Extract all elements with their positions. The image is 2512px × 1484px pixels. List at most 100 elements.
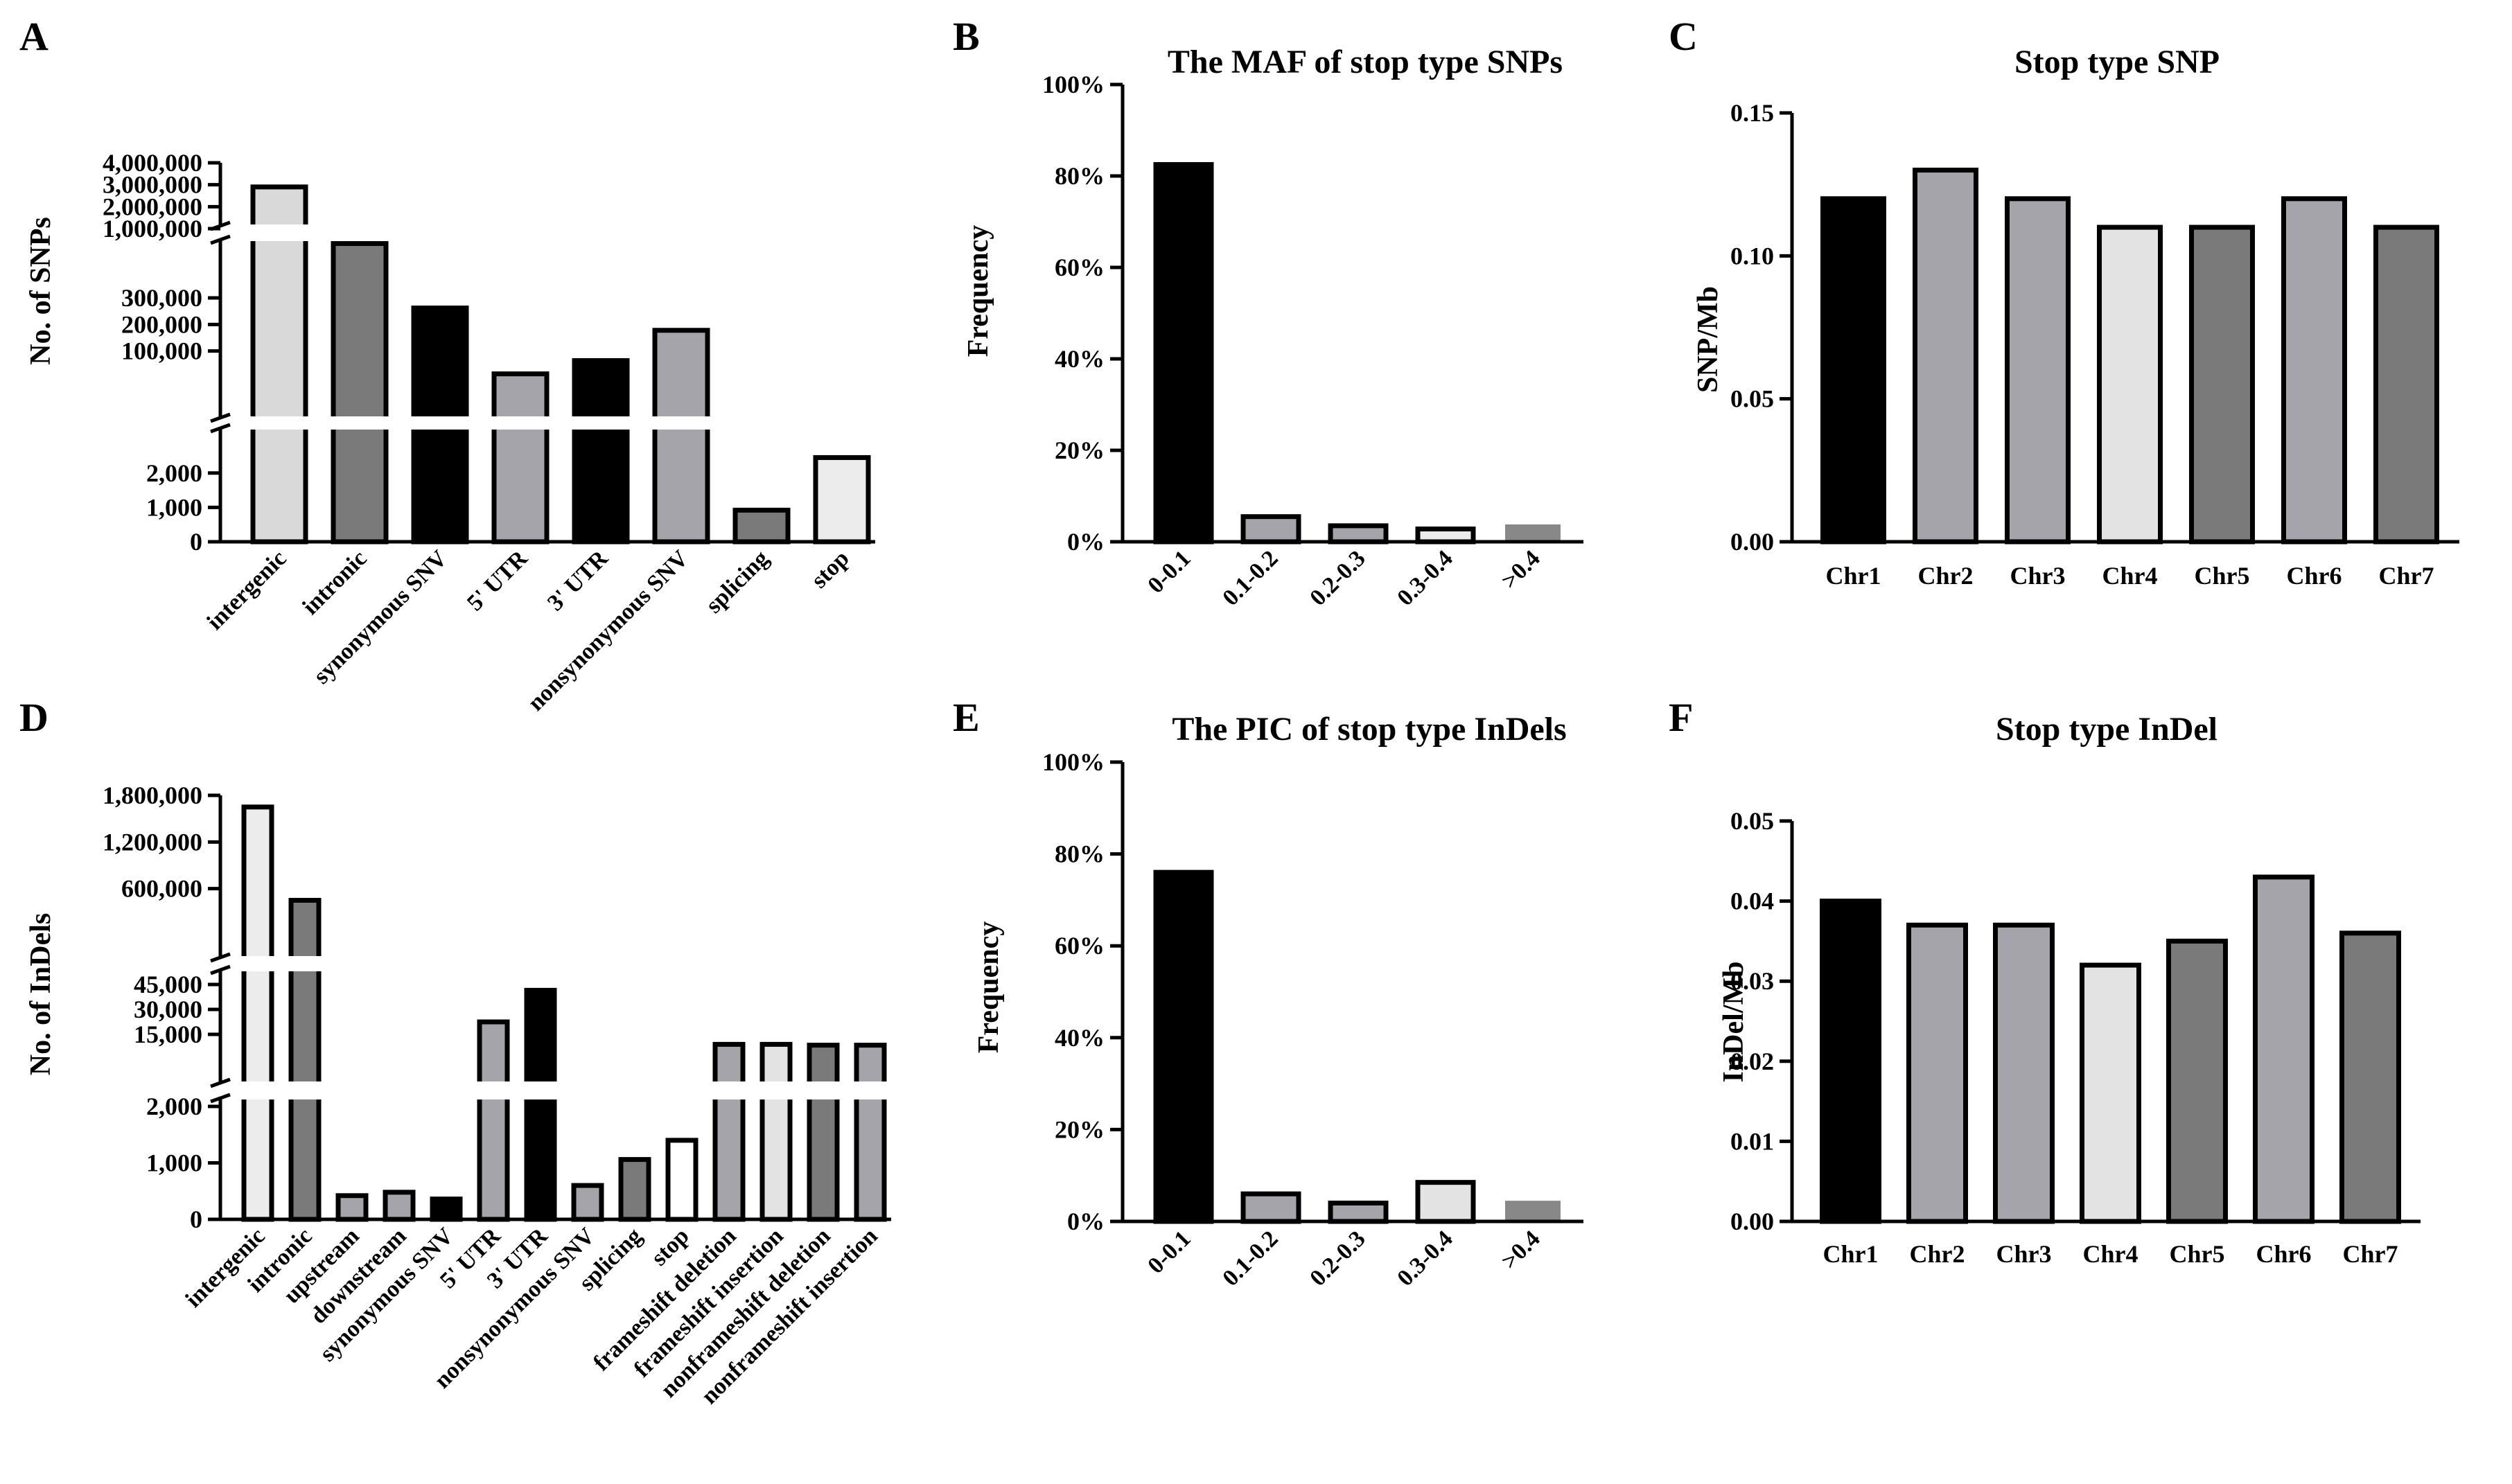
y-tick-label: 0.00 <box>1730 528 1774 556</box>
bar-break-gap <box>328 416 392 430</box>
bar-3 <box>1328 523 1389 545</box>
axis-break-mark <box>210 1077 231 1088</box>
x-tick-label: Chr7 <box>2379 562 2434 590</box>
y-tick-label: 80% <box>1055 840 1105 868</box>
bar-1 <box>1153 162 1214 545</box>
bar-7 <box>732 507 791 545</box>
y-tick-label: 30,000 <box>134 996 202 1023</box>
x-tick-label: Chr2 <box>1910 1240 1965 1268</box>
bar-break-gap <box>286 1081 324 1099</box>
chart-title: The PIC of stop type InDels <box>1172 711 1566 748</box>
bar-11 <box>712 1041 746 1222</box>
bar-12 <box>759 1041 793 1222</box>
y-tick-label: 15,000 <box>134 1021 202 1048</box>
y-tick-label: 20% <box>1055 436 1105 464</box>
x-tick-label: 0-0.1 <box>1143 1226 1195 1278</box>
x-tick-label: 3' UTR <box>543 545 613 616</box>
bar-5 <box>572 357 630 545</box>
bar-3 <box>1328 1200 1389 1224</box>
bar-4 <box>2097 224 2163 545</box>
x-tick-label: Chr6 <box>2256 1240 2312 1268</box>
y-tick-label: 100,000 <box>121 337 202 365</box>
bar-break-gap <box>649 416 713 430</box>
bar-5 <box>2189 224 2255 545</box>
bar-break-gap <box>238 956 277 971</box>
bar-break-gap <box>247 224 311 241</box>
bar-break-gap <box>238 1081 277 1099</box>
bar-break-gap <box>286 956 324 971</box>
chart-title: The MAF of stop type SNPs <box>1168 44 1563 80</box>
bar-1 <box>1820 196 1886 545</box>
x-tick-label: 0-0.1 <box>1143 545 1195 598</box>
bar-4 <box>491 371 550 545</box>
bar-7 <box>2373 224 2439 545</box>
y-tick-label: 300,000 <box>121 284 202 312</box>
x-tick-label: Chr1 <box>1826 562 1881 590</box>
bar-3 <box>335 1193 369 1222</box>
axis-break-mark <box>210 1093 231 1104</box>
bar-break-gap <box>408 416 472 430</box>
bar-2 <box>288 898 322 1222</box>
axis-break-mark <box>210 964 231 975</box>
x-tick-label: >0.4 <box>1497 545 1545 594</box>
y-tick-label: 0.05 <box>1730 385 1774 413</box>
bar-2 <box>1906 922 1968 1224</box>
bar-6 <box>2281 196 2347 545</box>
panel-letter: C <box>1669 14 1698 59</box>
y-tick-label: 80% <box>1055 162 1105 190</box>
y-axis-label: No. of SNPs <box>25 217 57 365</box>
panel-f: F Stop type InDel InDel/Mb 0.00 0.01 0.02 0.03… <box>1669 695 2421 1268</box>
axis-break-mark <box>210 952 231 963</box>
y-tick-label: 0.04 <box>1730 887 1774 915</box>
x-tick-label: Chr7 <box>2343 1240 2398 1268</box>
bar-9 <box>618 1157 651 1222</box>
bar-14 <box>854 1043 887 1222</box>
y-tick-label: 0 <box>190 1205 202 1233</box>
panel-letter: D <box>19 695 49 740</box>
panel-letter: F <box>1669 695 1693 740</box>
bar-break-gap <box>569 416 633 430</box>
bar-8 <box>571 1183 604 1222</box>
bar-2 <box>1913 168 1978 545</box>
y-axis-label: Frequency <box>973 921 1005 1054</box>
bar-1 <box>1820 899 1881 1224</box>
x-tick-label: Chr5 <box>2195 562 2250 590</box>
panel-d: D No. of InDels 0 1,000 2,000 15,00030,00045,… <box>19 695 891 1409</box>
y-tick-label: 0.15 <box>1730 99 1774 127</box>
panel-b: B The MAF of stop type SNPs Frequency 0% 20%… <box>953 14 1583 611</box>
bar-break-gap <box>247 416 311 430</box>
bar-10 <box>665 1138 699 1222</box>
y-tick-label: 600,000 <box>121 875 202 903</box>
axis-break-mark <box>210 412 231 423</box>
y-tick-label: 45,000 <box>134 971 202 998</box>
panel-letter: A <box>19 14 49 59</box>
panel-e: E The PIC of stop type InDels Frequency 0% 2… <box>953 695 1583 1291</box>
y-tick-label: 2,000,000 <box>103 193 202 220</box>
bar-7 <box>2339 930 2401 1224</box>
bar-break-gap <box>521 1081 560 1099</box>
x-tick-label: intergenic <box>202 545 292 635</box>
x-tick-label: Chr4 <box>2083 1240 2138 1268</box>
bar-6 <box>652 328 710 545</box>
bar-break-gap <box>474 1081 513 1099</box>
y-tick-label: 20% <box>1055 1115 1105 1143</box>
chart-title: Stop type SNP <box>2014 44 2220 80</box>
bar-5 <box>430 1196 463 1222</box>
y-tick-label: 0.10 <box>1730 242 1774 270</box>
bar-6 <box>477 1019 510 1222</box>
x-tick-label: nonsynonymous SNV <box>523 545 694 716</box>
y-tick-label: 200,000 <box>121 310 202 338</box>
bar-4 <box>1415 1180 1476 1224</box>
x-tick-label: 0.2-0.3 <box>1305 1226 1370 1291</box>
chart-title: Stop type InDel <box>1996 711 2217 748</box>
axis-break-mark <box>210 423 231 434</box>
bar-5 <box>1505 524 1561 542</box>
y-tick-label: 2,000 <box>146 459 202 487</box>
y-tick-label: 0.03 <box>1730 967 1774 995</box>
bar-3 <box>1993 922 2055 1224</box>
x-tick-label: 5' UTR <box>462 545 533 616</box>
bar-8 <box>813 454 871 545</box>
y-tick-label: 1,200,000 <box>103 828 202 856</box>
x-tick-label: intronic <box>297 545 371 619</box>
